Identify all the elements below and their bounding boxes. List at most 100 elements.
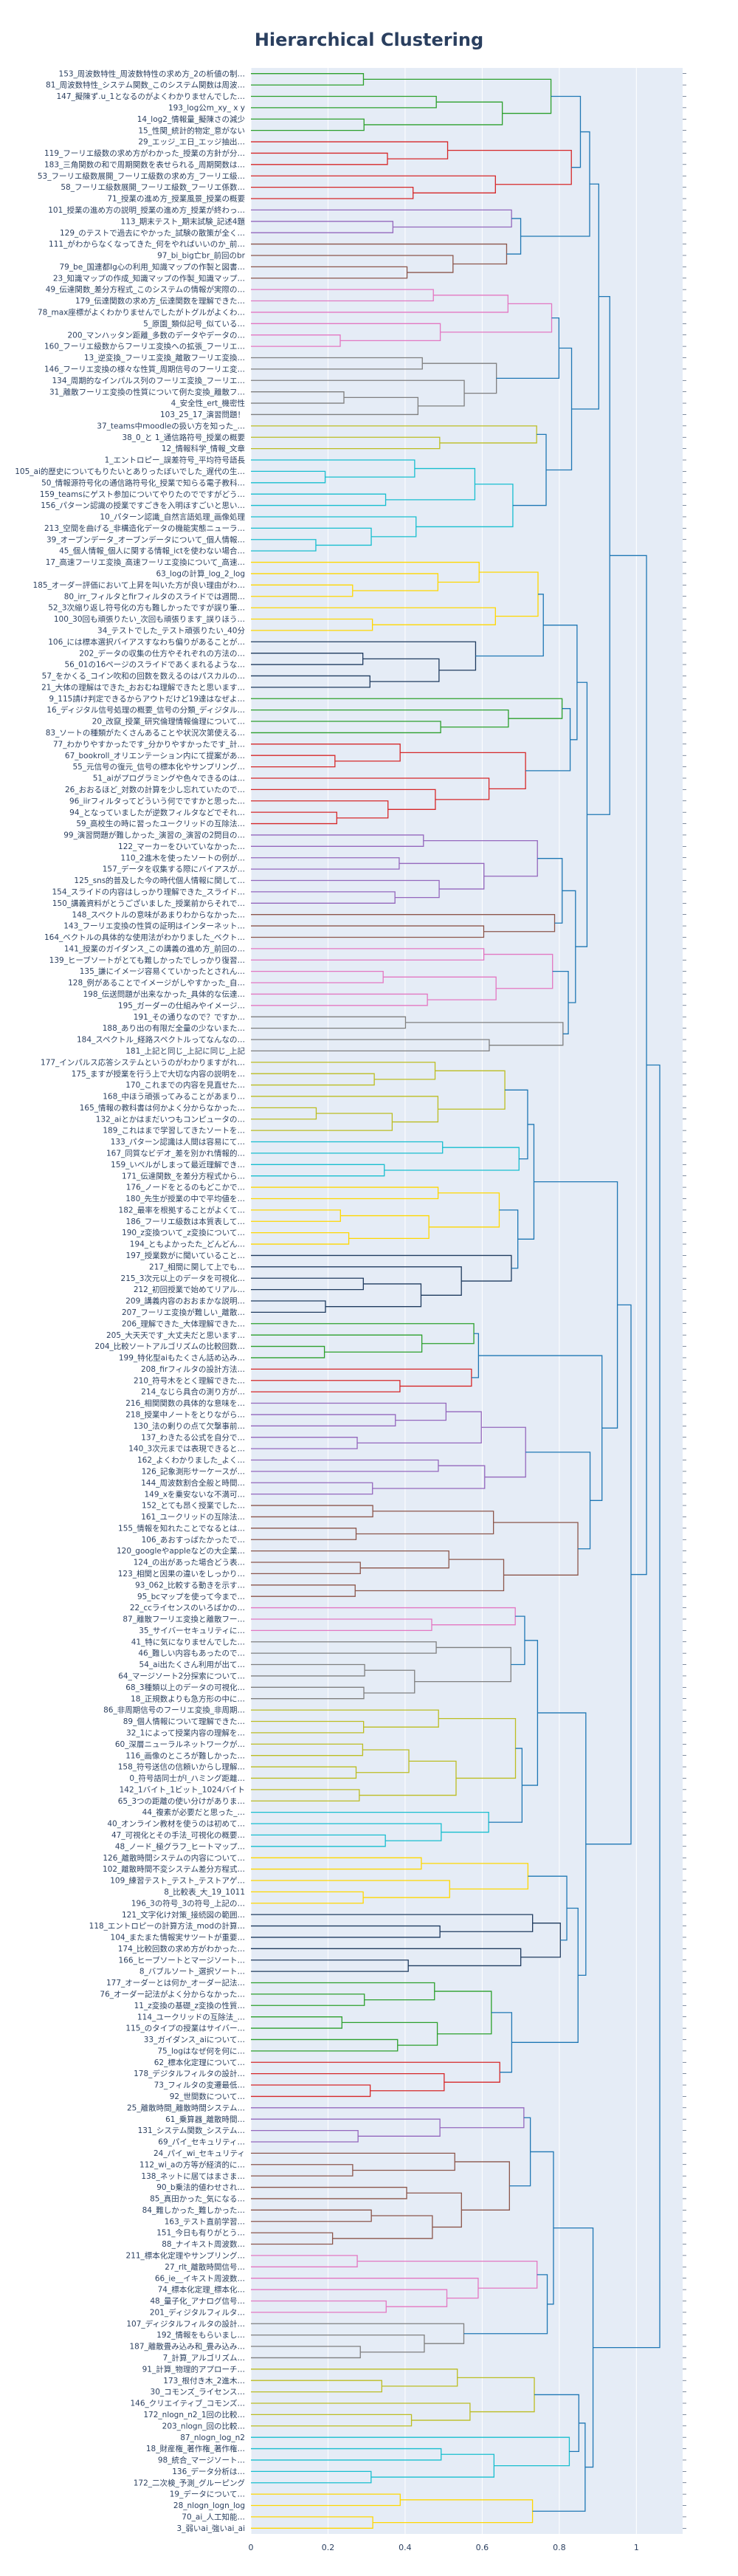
leaf-label: 85_真田かった_気になる… (150, 2194, 245, 2204)
leaf-label: 154_スライドの内容はしっかり理解できた_スライド… (52, 887, 245, 896)
leaf-label: 70_ai_人工知能… (182, 2513, 245, 2522)
leaf-label: 120_googleやappleなどの大企業… (117, 1546, 245, 1556)
leaf-label: 4_安全性_ert_機密性 (171, 399, 245, 408)
leaf-label: 65_3つの距離の使い分けがありま… (118, 1796, 245, 1806)
dendrogram-link (251, 295, 508, 313)
dendrogram-link (251, 209, 512, 228)
leaf-label: 177_オーダーとは何か_オーダー記法… (106, 1978, 245, 1988)
leaf-label: 11_z変換の基礎_z変換の性質… (134, 2001, 245, 2010)
dendrogram-link (370, 2453, 495, 2478)
dendrogram-link (251, 2402, 471, 2421)
dendrogram-link (251, 2061, 500, 2083)
dendrogram-link (251, 1300, 326, 1313)
leaf-label: 172_nlogn_n2_1回の比較… (143, 2410, 245, 2419)
leaf-label: 135_謙にイメージ容易くていかったとされん… (80, 966, 245, 976)
leaf-label: 98_統合_マージソート… (158, 2456, 245, 2465)
leaf-label: 39_オーブンデータ_オーブンデータについて_個人情報… (46, 535, 245, 544)
dendrogram-link (251, 1720, 365, 1734)
leaf-label: 100_30回も頑張りたい_次回も頑張ります_誤りほう… (54, 614, 245, 624)
leaf-label: 151_今日も有りがとう… (156, 2228, 245, 2238)
leaf-label: 46_難しい内容もあったので… (138, 1649, 245, 1658)
leaf-label: 111_がわからなくなってきた_何をやればいいのか_前… (49, 239, 245, 249)
dendrogram-link (251, 1482, 373, 1495)
leaf-label: 80_irr_フィルタとfirフィルタのスライドでは週間… (64, 592, 245, 601)
leaf-label: 63_logの計算_log_2_log (156, 569, 245, 579)
leaf-label: 96_iirフィルタってどういう何でですかと思った… (69, 796, 245, 806)
leaf-label: 188_あり出の有限だ全量の少ないまた… (103, 1023, 245, 1033)
leaf-label: 140_3次元までは表現できると… (128, 1444, 245, 1454)
leaf-label: 144_周波数割合全般と時間… (141, 1478, 245, 1488)
leaf-label: 178_デジタルフィルタの設計… (134, 2069, 245, 2078)
leaf-label: 153_周波数特性_周波数特性の求め方_2の析値の制… (59, 69, 245, 78)
leaf-label: 192_情報をもらいまし… (156, 2330, 245, 2340)
dendrogram-link (251, 2289, 448, 2307)
leaf-label: 16_ディジタル信号処理の概要_信号の分類_ディジタル… (46, 705, 245, 715)
leaf-label: 48_ノード_極グラフ_ヒートマップ… (115, 1841, 245, 1851)
leaf-label: 115_のタイプの授業はサイバー… (125, 2024, 245, 2033)
leaf-label: 62_標本化定理について… (154, 2058, 245, 2067)
dendrogram-link (399, 862, 485, 890)
leaf-label: 97_bi_big亡br_前回のbr (157, 251, 246, 261)
leaf-label: 40_オンライン教材を使うのは初めて… (107, 1819, 245, 1829)
leaf-label: 49_伝達関数_差分方程式_このシステムの情報が実際の… (46, 285, 245, 295)
dendrogram-link (251, 777, 490, 800)
leaf-label: 186_フーリエ級数は本質表して… (126, 1217, 245, 1226)
dendrogram-link (499, 1209, 519, 1269)
leaf-label: 92_世間数について… (170, 2092, 245, 2101)
leaf-label: 213_空間を曲げる_非構造化データの機能実態ニューラ… (44, 523, 245, 533)
leaf-label: 157_データを収集する際にバイアスが… (103, 865, 245, 874)
x-tick-label: 1 (634, 2543, 639, 2552)
leaf-label: 118_エントロピーの計算方法_modの計算… (89, 1921, 245, 1931)
leaf-label: 57_をかくる_コイン吹和の回数を数えるのはパスカルの… (42, 671, 245, 681)
leaf-label: 95_bcマップを使って今まで… (137, 1592, 245, 1601)
dendrogram-link (251, 470, 326, 484)
leaf-label: 148_スペクトルの意味があまりわからなかった… (72, 910, 245, 919)
leaf-label: 27_rlt_離散時間信号… (165, 2262, 245, 2272)
dendrogram-link (251, 1960, 409, 1972)
dendrogram-link (251, 1062, 436, 1080)
leaf-label: 176_ノードをとるのもどこかで… (126, 1184, 245, 1192)
leaf-label: 94_となっていましたが逆数フィルタなどでそれ… (69, 808, 245, 817)
leaf-label: 5_原園_類似記号_似ている… (143, 319, 245, 329)
leaf-label: 74_標本化定理_標本化… (158, 2285, 245, 2295)
dendrogram-link (251, 396, 419, 416)
dendrogram-link (251, 1834, 386, 1847)
dendrogram-link (251, 2107, 525, 2129)
leaf-label: 58_フーリエ級数展開_フーリエ級数_フーリエ係数… (61, 182, 245, 192)
dendrogram-link (251, 2346, 361, 2359)
leaf-label: 103_25_17_演習問題！ (160, 410, 245, 419)
leaf-label: 166_ヒーブソートとマージソート… (119, 1955, 245, 1965)
leaf-label: 137_わきたる公式を自分で… (141, 1432, 245, 1442)
leaf-label: 8_比較表_大_19_1011 (164, 1887, 245, 1897)
leaf-label: 89_個人情報について理解できた… (123, 1717, 245, 1726)
leaf-label: 216_相関関数の具体的な意味を… (125, 1398, 245, 1408)
leaf-label: 147_擬陳ず.u_1となるのがよくわかりませんでした… (56, 92, 245, 101)
leaf-label: 104_またまた情報実サツートが重要… (111, 1933, 245, 1943)
dendrogram-link (251, 95, 437, 109)
leaf-label: 15_性関_統計的物定_意がない (138, 126, 245, 135)
leaf-label: 109_練習テスト_テスト_テストアゲ… (110, 1876, 245, 1886)
dendrogram-link (251, 993, 428, 1006)
x-tick-label: 0.2 (322, 2543, 335, 2552)
leaf-label: 141_授業のガイダンス_この講義の進め方_前回の… (64, 944, 245, 953)
leaf-label: 87_離散フーリエ変換と離散フー… (123, 1615, 245, 1624)
leaf-label: 73_フィルタの変遷最低… (154, 2081, 245, 2090)
dendrogram-link (251, 2414, 413, 2427)
leaf-label: 202_データの収集の仕方やそれぞれの方法の… (79, 648, 245, 658)
dendrogram-link (251, 2084, 371, 2098)
leaf-label: 211_標本化定理やサンプリング… (126, 2251, 245, 2261)
leaf-label: 139_ヒーブソートがとても難しかったでしっかり復習… (49, 955, 245, 965)
dendrogram-link (251, 1857, 422, 1870)
leaf-label: 87_nlogn_log_n2 (180, 2434, 245, 2442)
dendrogram-link (251, 618, 373, 631)
leaf-label: 124_の出があった場合どう表… (134, 1558, 245, 1567)
leaf-label: 212_初回授業で始めてリアル… (134, 1285, 245, 1294)
dendrogram-link (251, 698, 563, 719)
leaf-label: 156_パターン認識の授業ですごきを入明ほすごいと思い… (41, 501, 245, 510)
leaf-label: 210_符号木をとく理解できた… (134, 1375, 245, 1385)
dendrogram-link (251, 2209, 372, 2222)
leaf-label: 102_離散時間不変システム差分方程式… (103, 1864, 245, 1874)
leaf-label: 182_最率を根拠することがよくて… (119, 1205, 245, 1215)
